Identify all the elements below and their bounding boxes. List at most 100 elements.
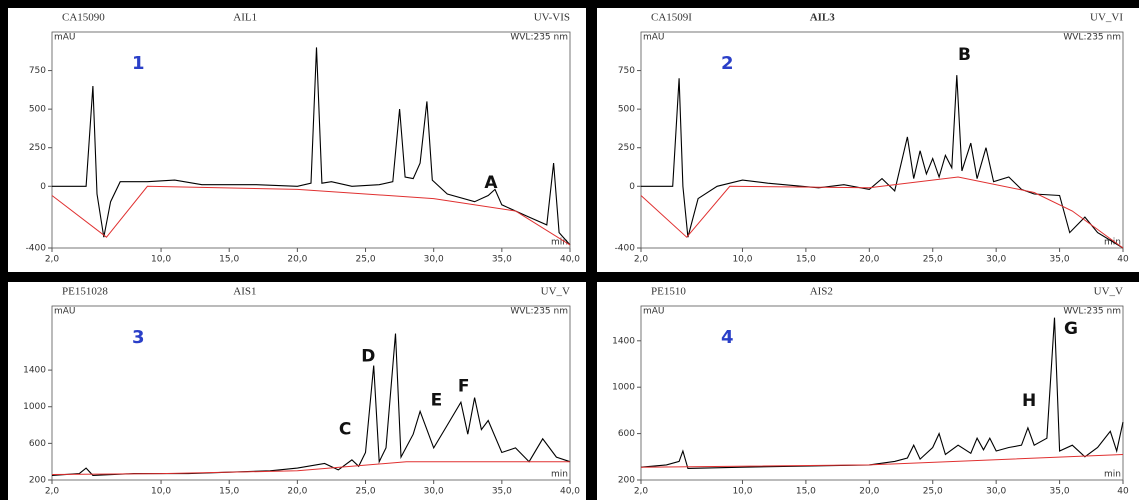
wavelength: WVL:235 nm xyxy=(1063,33,1121,43)
panel: PE1510 AIS2 UV_V mAU WVL:235 nm 4 min 200 600 100… xyxy=(597,282,1139,500)
x-tick-label: 10,0 xyxy=(151,255,171,265)
panel-bg xyxy=(597,8,1139,272)
header-code: PE1510 xyxy=(651,286,686,298)
y-unit: mAU xyxy=(643,33,665,43)
detector: UV_V xyxy=(1094,286,1123,298)
x-tick-label: 20,0 xyxy=(287,255,307,265)
x-tick-label: 35,0 xyxy=(492,487,512,497)
panel-number: 3 xyxy=(132,327,145,348)
y-tick-label: 600 xyxy=(618,429,635,439)
detector: UV_V xyxy=(541,286,570,298)
y-tick-label: 500 xyxy=(29,105,46,115)
x-tick-label: 10,0 xyxy=(732,255,752,265)
sample-name: AIS2 xyxy=(810,286,833,298)
x-tick-label: 30,0 xyxy=(424,255,444,265)
x-tick-label: 15,0 xyxy=(796,487,816,497)
sample-name: AIL1 xyxy=(233,12,257,24)
x-tick-label: 25,0 xyxy=(356,487,376,497)
peak-label: B xyxy=(958,45,971,65)
x-unit: min xyxy=(551,238,568,248)
panel: CA1509I AIL3 UV_VI mAU WVL:235 nm 2 min -400 0 25… xyxy=(597,8,1139,272)
y-tick-label: 750 xyxy=(29,66,46,76)
plot-frame xyxy=(640,305,1124,481)
x-tick-label: 30,0 xyxy=(986,487,1006,497)
x-tick-label: 35,0 xyxy=(492,255,512,265)
header-code: CA1509I xyxy=(651,12,692,24)
y-unit: mAU xyxy=(54,33,76,43)
x-tick-label: 20,0 xyxy=(859,487,879,497)
x-tick-label: 15,0 xyxy=(219,255,239,265)
x-tick-label: 20,0 xyxy=(859,255,879,265)
panel-bg xyxy=(8,282,586,500)
peak-label: H xyxy=(1022,391,1036,411)
trace xyxy=(51,185,571,246)
detector: UV_VI xyxy=(1090,12,1123,24)
plot-frame xyxy=(51,31,571,249)
x-tick-label: 20,0 xyxy=(287,487,307,497)
detector: UV-VIS xyxy=(534,12,570,24)
panel-number: 1 xyxy=(132,53,145,74)
y-tick-label: 1000 xyxy=(23,402,46,412)
x-tick-label: 30,0 xyxy=(424,487,444,497)
x-tick-label: 40,0 xyxy=(560,255,580,265)
peak-label: C xyxy=(339,420,351,440)
y-unit: mAU xyxy=(54,307,76,317)
x-tick-label: 2,0 xyxy=(634,255,649,265)
y-tick-label: -400 xyxy=(26,244,47,254)
wavelength: WVL:235 nm xyxy=(510,307,568,317)
x-tick-label: 10,0 xyxy=(732,487,752,497)
y-tick-label: 0 xyxy=(629,182,635,192)
y-tick-label: 500 xyxy=(618,105,635,115)
x-tick-label: 10,0 xyxy=(151,487,171,497)
plot-frame xyxy=(51,305,571,481)
x-tick-label: 35,0 xyxy=(1050,487,1070,497)
x-unit: min xyxy=(551,470,568,480)
wavelength: WVL:235 nm xyxy=(1063,307,1121,317)
panel-number: 2 xyxy=(721,53,734,74)
panel-bg xyxy=(8,8,586,272)
x-tick-label: 30,0 xyxy=(986,255,1006,265)
peak-label: F xyxy=(458,377,470,397)
plot-frame xyxy=(640,31,1124,249)
y-tick-label: -400 xyxy=(615,244,636,254)
panel: PE151028 AIS1 UV_V mAU WVL:235 nm 3 min 200 600 1… xyxy=(8,282,586,500)
x-tick-label: 25,0 xyxy=(923,255,943,265)
x-tick-label: 40,0 xyxy=(560,487,580,497)
x-unit: min xyxy=(1104,470,1121,480)
x-tick-label: 25,0 xyxy=(356,255,376,265)
panel-bg xyxy=(597,282,1139,500)
x-tick-label: 40 xyxy=(1117,255,1129,265)
y-tick-label: 200 xyxy=(29,476,46,486)
x-tick-label: 2,0 xyxy=(45,487,60,497)
x-tick-label: 2,0 xyxy=(45,255,60,265)
y-tick-label: 250 xyxy=(29,143,46,153)
sample-name: AIS1 xyxy=(233,286,256,298)
peak-label: A xyxy=(484,173,498,193)
trace xyxy=(640,317,1124,469)
y-tick-label: 600 xyxy=(29,439,46,449)
peak-label: D xyxy=(361,346,375,366)
header-code: PE151028 xyxy=(62,286,108,298)
y-tick-label: 1400 xyxy=(612,336,635,346)
x-tick-label: 15,0 xyxy=(219,487,239,497)
trace xyxy=(51,461,570,475)
x-tick-label: 25,0 xyxy=(923,487,943,497)
y-unit: mAU xyxy=(643,307,665,317)
x-tick-label: 15,0 xyxy=(796,255,816,265)
y-tick-label: 250 xyxy=(618,143,635,153)
x-tick-label: 40 xyxy=(1117,487,1129,497)
panel: CA15090 AIL1 UV-VIS mAU WVL:235 nm 1 min -400 0 2… xyxy=(8,8,586,272)
sample-name: AIL3 xyxy=(810,12,836,24)
x-tick-label: 35,0 xyxy=(1050,255,1070,265)
header-code: CA15090 xyxy=(62,12,105,24)
y-tick-label: 750 xyxy=(618,66,635,76)
peak-label: E xyxy=(431,390,443,410)
y-tick-label: 1400 xyxy=(23,366,46,376)
trace xyxy=(640,176,1124,249)
peak-label: G xyxy=(1064,319,1078,339)
x-unit: min xyxy=(1104,238,1121,248)
panel-number: 4 xyxy=(721,327,734,348)
y-tick-label: 200 xyxy=(618,476,635,486)
trace xyxy=(52,47,571,246)
